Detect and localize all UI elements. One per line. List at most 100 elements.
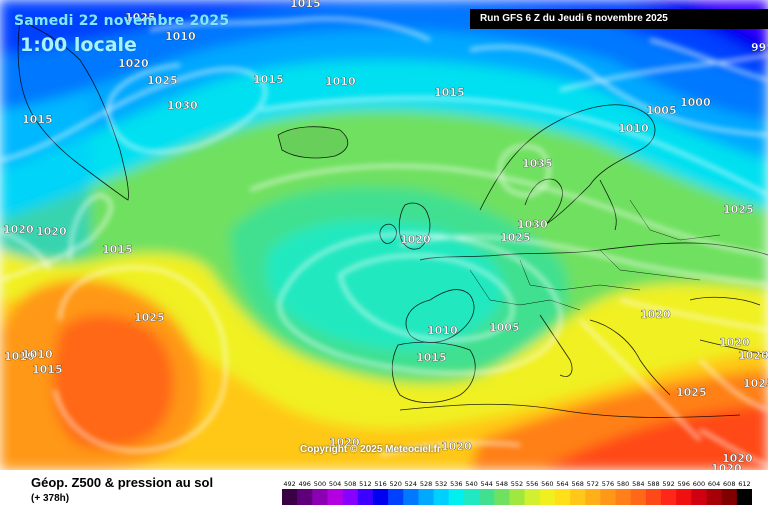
legend-swatch	[448, 489, 465, 505]
legend-label: 576	[602, 480, 614, 488]
legend-swatch	[600, 489, 617, 505]
isobar-label: 1020	[441, 440, 472, 453]
forecast-date: Samedi 22 novembre 2025	[14, 13, 230, 29]
isobar-label: 1015	[290, 0, 321, 10]
isobar-label: 1020	[400, 233, 431, 246]
isobar-label: 1015	[416, 351, 447, 364]
isobar-label: 1010	[325, 75, 356, 88]
legend-label: 524	[405, 480, 417, 488]
isobar-label: 1005	[646, 104, 677, 117]
forecast-local-time: 1:00 locale	[20, 34, 137, 56]
legend-label: 556	[526, 480, 538, 488]
legend-label: 528	[420, 480, 432, 488]
legend-label: 544	[480, 480, 492, 488]
legend-swatch	[342, 489, 359, 505]
legend-swatch	[509, 489, 526, 505]
legend-label: 600	[693, 480, 705, 488]
legend-label: 532	[435, 480, 447, 488]
isobar-label: 1015	[102, 243, 133, 256]
isobar-label: 1010	[427, 324, 458, 337]
legend-label: 604	[708, 480, 720, 488]
legend-swatch	[691, 489, 708, 505]
isobar-label: 1020	[118, 57, 149, 70]
isobar-label: 1030	[517, 218, 548, 231]
isobar-label: 1000	[680, 96, 711, 109]
legend-label: 548	[496, 480, 508, 488]
legend-label: 588	[647, 480, 659, 488]
color-legend: 492 496 500 504 508 512 516 520 524 528 532 536 540 5…	[282, 480, 752, 505]
legend-swatch	[388, 489, 404, 505]
coastlines	[17, 19, 768, 418]
legend-swatch	[585, 489, 601, 505]
geopotential-map: 1025 1010 1015 1020 1025 1030 1015 1010 …	[0, 0, 768, 470]
legend-label: 540	[465, 480, 477, 488]
legend-swatch	[494, 489, 510, 505]
legend-swatch	[661, 489, 677, 505]
isobar-label: 1025	[125, 11, 156, 24]
legend-label: 512	[359, 480, 371, 488]
legend-swatch	[312, 489, 328, 505]
legend-label: 536	[450, 480, 462, 488]
isobar-label: 1025	[723, 203, 754, 216]
copyright: Copyright © 2025 Meteociel.fr	[300, 444, 441, 455]
isobar-label: 1015	[22, 113, 53, 126]
legend-label: 572	[587, 480, 599, 488]
legend-swatch	[282, 489, 298, 505]
legend-swatch	[539, 489, 556, 505]
isobars	[0, 17, 768, 467]
legend-label: 552	[511, 480, 523, 488]
legend-swatch	[297, 489, 313, 505]
run-banner: Run GFS 6 Z du Jeudi 6 novembre 2025	[470, 9, 768, 29]
isobar-label: 1010	[4, 350, 35, 363]
isobar-label: 1010	[618, 122, 649, 135]
isobar-label: 1015	[253, 73, 284, 86]
isobar-label: 1025	[147, 74, 178, 87]
legend-swatch	[357, 489, 374, 505]
legend-label: 496	[299, 480, 311, 488]
legend-swatch	[372, 489, 389, 505]
legend-swatch	[524, 489, 541, 505]
isobar-label: 1025	[134, 311, 165, 324]
isobar-label: 1035	[522, 157, 553, 170]
legend-swatch	[418, 489, 435, 505]
legend-swatch	[615, 489, 632, 505]
legend-swatch	[433, 489, 450, 505]
legend-labels: 492 496 500 504 508 512 516 520 524 528 532 536 540 5…	[283, 480, 750, 488]
isobar-label: 1015	[32, 363, 63, 376]
legend-label: 580	[617, 480, 629, 488]
legend-label: 504	[329, 480, 341, 488]
footer-lead-time: (+ 378h)	[31, 493, 70, 504]
legend-swatch	[554, 489, 571, 505]
legend-label: 564	[556, 480, 568, 488]
legend-label: 508	[344, 480, 356, 488]
isobar-label: 1020	[719, 336, 750, 349]
legend-label: 500	[314, 480, 326, 488]
isobar-labels: 1025 1010 1015 1020 1025 1030 1015 1010 …	[3, 0, 768, 470]
isobar-label: 1020	[722, 452, 753, 465]
isobar-label: 1020	[329, 436, 360, 449]
legend-swatch	[736, 489, 752, 505]
z500-field	[0, 0, 768, 470]
isobar-label: 1010	[165, 30, 196, 43]
legend-label: 560	[541, 480, 553, 488]
isobar-label: 1025	[500, 231, 531, 244]
footer-title: Géop. Z500 & pression au sol	[31, 475, 214, 490]
legend-label: 608	[723, 480, 735, 488]
isobar-label: 1015	[434, 86, 465, 99]
legend-swatch	[706, 489, 723, 505]
legend-swatch	[570, 489, 586, 505]
isobar-label: 1010	[22, 348, 53, 361]
isobar-label: 1005	[489, 321, 520, 334]
isobar-label: 995	[751, 41, 768, 54]
legend-label: 596	[678, 480, 690, 488]
legend-swatch	[676, 489, 692, 505]
legend-label: 568	[571, 480, 583, 488]
legend-swatch	[645, 489, 662, 505]
legend-label: 592	[662, 480, 674, 488]
legend-swatch	[721, 489, 738, 505]
isobar-label: 1020	[738, 349, 768, 362]
legend-swatch	[327, 489, 344, 505]
isobar-label: 1020	[640, 308, 671, 321]
isobar-label: 1020	[711, 462, 742, 470]
isobar-label: 1025	[743, 377, 768, 390]
